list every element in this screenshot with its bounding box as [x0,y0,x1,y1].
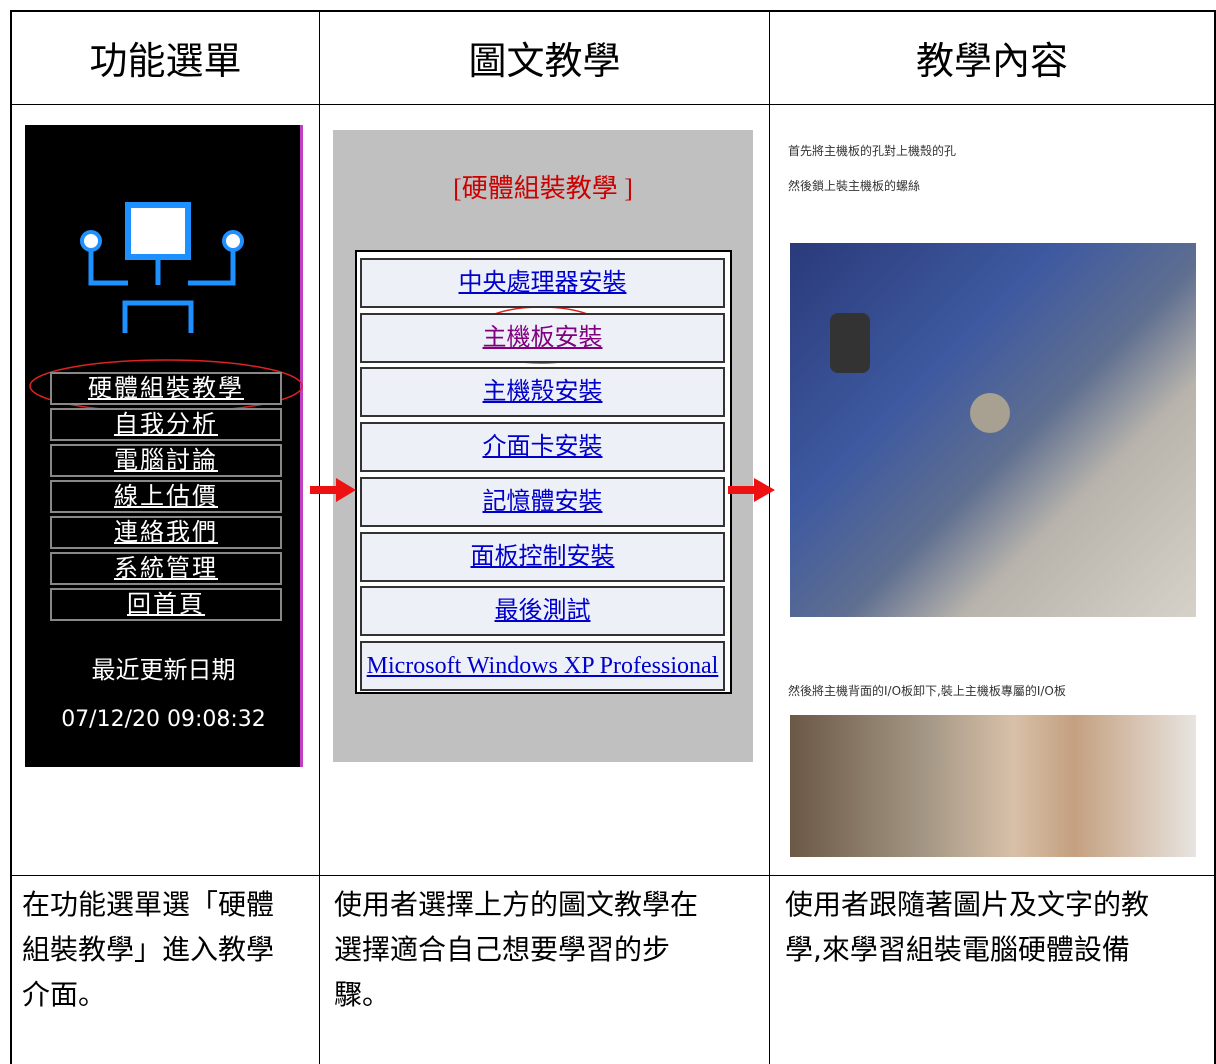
caption-line: 介面。 [22,978,107,1011]
caption-line: 組裝教學」進入教學 [22,933,275,966]
menu-item[interactable]: 回首頁 [50,588,282,621]
table-border [10,10,12,1064]
header-cell: 圖文教學 [468,39,621,83]
menu-item[interactable]: 連絡我們 [50,516,282,549]
content-text: 然後將主機背面的I/O板卸下,裝上主機板專屬的I/O板 [788,684,1066,698]
caption: 使用者跟隨著圖片及文字的教 學,來學習組裝電腦硬體設備 [785,882,1213,972]
caption-line: 學,來學習組裝電腦硬體設備 [785,933,1130,966]
update-label: 最近更新日期 [91,656,236,684]
caption-line: 使用者跟隨著圖片及文字的教 [785,888,1150,921]
tutorial-link[interactable]: 記憶體安裝 [360,476,725,527]
menu-item[interactable]: 系統管理 [50,552,282,585]
update-time: 07/12/20 09:08:32 [61,707,266,732]
menu-item[interactable]: 線上估價 [50,480,282,513]
content-text: 首先將主機板的孔對上機殼的孔 [788,144,957,158]
photo [790,243,1196,617]
table-border [769,10,770,1064]
tutorial-link[interactable]: 最後測試 [360,586,725,637]
menu-item[interactable]: 硬體組裝教學 [50,372,282,405]
tutorial-link[interactable]: 主機板安裝 [360,312,725,363]
photo-detail [970,393,1010,433]
tutorial-link[interactable]: 面板控制安裝 [360,531,725,582]
photo [790,715,1196,857]
tutorial-title: [硬體組裝教學 ] [453,174,633,203]
caption-line: 驟。 [334,978,391,1011]
table-border [319,10,320,1064]
caption-line: 在功能選單選「硬體 [22,888,275,921]
tutorial-link[interactable]: Microsoft Windows XP Professional [360,640,725,691]
menu-item[interactable]: 電腦討論 [50,444,282,477]
table-border [10,10,1216,12]
header-cell: 教學內容 [915,39,1068,83]
caption: 使用者選擇上方的圖文教學在 選擇適合自己想要學習的步 驟。 [334,882,766,1017]
caption-line: 選擇適合自己想要學習的步 [334,933,671,966]
menu-icon [80,202,244,333]
tutorial-link[interactable]: 介面卡安裝 [360,422,725,473]
table-border [10,104,1216,105]
caption: 在功能選單選「硬體 組裝教學」進入教學 介面。 [22,882,317,1017]
caption-line: 使用者選擇上方的圖文教學在 [334,888,699,921]
header-cell: 功能選單 [89,39,242,83]
table-border [10,875,1216,876]
photo-detail [830,313,870,373]
tutorial-link[interactable]: 中央處理器安裝 [360,258,725,308]
table-border [1214,10,1216,1064]
tutorial-link[interactable]: 主機殼安裝 [360,367,725,418]
menu-item[interactable]: 自我分析 [50,408,282,441]
content-text: 然後鎖上裝主機板的螺絲 [788,179,921,193]
panel-edge [300,125,303,767]
